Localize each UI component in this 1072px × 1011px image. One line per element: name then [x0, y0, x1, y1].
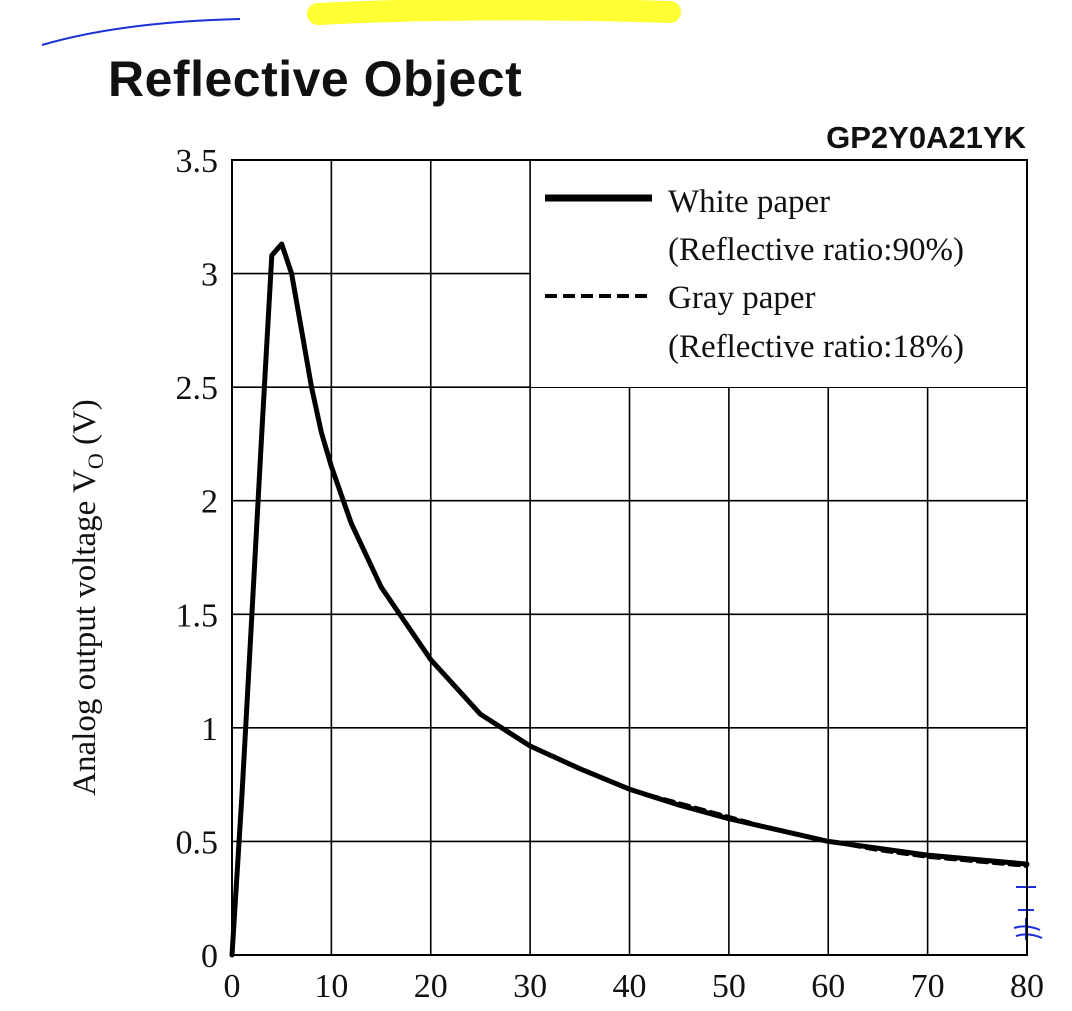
legend: White paper (Reflective ratio:90%) Gray …	[531, 161, 1026, 387]
y-axis-title-unit: (V)	[67, 399, 103, 445]
y-tick-label: 3	[201, 257, 218, 294]
legend-note-gray-paper: (Reflective ratio:18%)	[668, 329, 964, 365]
x-tick-label: 70	[911, 968, 945, 1005]
y-axis-title: Analog output voltage VO (V)	[67, 399, 108, 796]
x-tick-label: 0	[224, 968, 241, 1005]
x-tick-label: 50	[712, 968, 746, 1005]
y-tick-label: 0	[201, 938, 218, 975]
legend-label-gray-paper: Gray paper	[668, 280, 816, 316]
part-number-label: GP2Y0A21YK	[826, 120, 1026, 155]
x-tick-label: 80	[1010, 968, 1044, 1005]
y-tick-label: 1	[201, 711, 218, 748]
highlighter-stroke	[307, 0, 681, 25]
series-layer	[229, 241, 1030, 958]
x-tick-label: 60	[811, 968, 845, 1005]
y-tick-label: 3.5	[176, 143, 219, 180]
y-tick-label: 0.5	[176, 824, 219, 861]
series-line-gray-paper	[230, 242, 1029, 957]
y-tick-label: 1.5	[176, 597, 219, 634]
y-tick-label: 2.5	[176, 370, 219, 407]
legend-note-white-paper: (Reflective ratio:90%)	[668, 232, 964, 268]
y-axis-title-spacer	[67, 445, 103, 453]
pen-stroke-top-left	[41, 18, 241, 46]
y-tick-label: 2	[201, 484, 218, 521]
y-axis-ticks: 0 0.5 1 1.5 2 2.5 3 3.5	[176, 143, 219, 975]
x-tick-label: 30	[513, 968, 547, 1005]
y-axis-title-subscript: O	[83, 453, 108, 469]
y-axis-title-main: Analog output voltage V	[67, 469, 103, 796]
x-tick-label: 10	[314, 968, 348, 1005]
page-title: Reflective Object	[108, 51, 523, 107]
x-tick-label: 40	[613, 968, 647, 1005]
plot-area-frame	[231, 159, 1028, 956]
x-tick-label: 20	[414, 968, 448, 1005]
legend-label-white-paper: White paper	[668, 184, 830, 220]
x-axis-ticks: 0 10 20 30 40 50 60 70 80	[224, 968, 1045, 1005]
